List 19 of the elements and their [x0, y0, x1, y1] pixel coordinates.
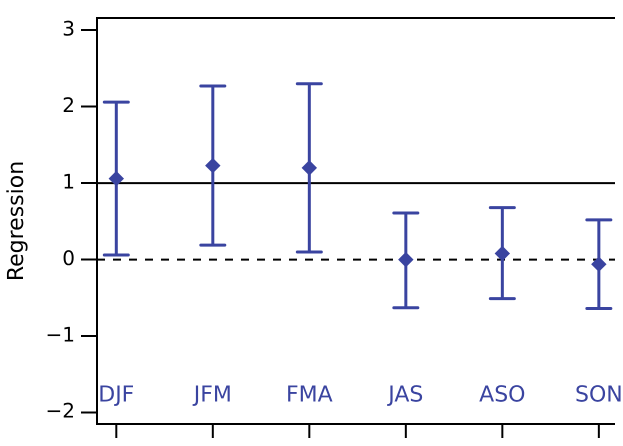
point — [494, 246, 510, 261]
y-axis-title: Regression — [4, 160, 29, 282]
y-tick-label: 0 — [62, 246, 75, 270]
y-tick-label: 1 — [62, 169, 75, 194]
y-tick-label: 2 — [62, 92, 75, 117]
point — [205, 158, 220, 174]
x-tick-label: DJF — [98, 382, 134, 408]
y-tick-label: −1 — [46, 322, 75, 346]
x-tick-label: JAS — [386, 382, 424, 408]
y-tick-label: −2 — [46, 398, 75, 423]
point — [302, 160, 317, 176]
point — [591, 256, 606, 272]
x-tick-label: SON — [574, 382, 623, 408]
x-tick-label: JFM — [192, 382, 232, 408]
x-tick-label: FMA — [286, 382, 333, 408]
x-tick-label: ASO — [479, 382, 526, 408]
y-tick-label: 3 — [62, 16, 75, 40]
point — [108, 171, 124, 186]
point — [398, 252, 414, 268]
